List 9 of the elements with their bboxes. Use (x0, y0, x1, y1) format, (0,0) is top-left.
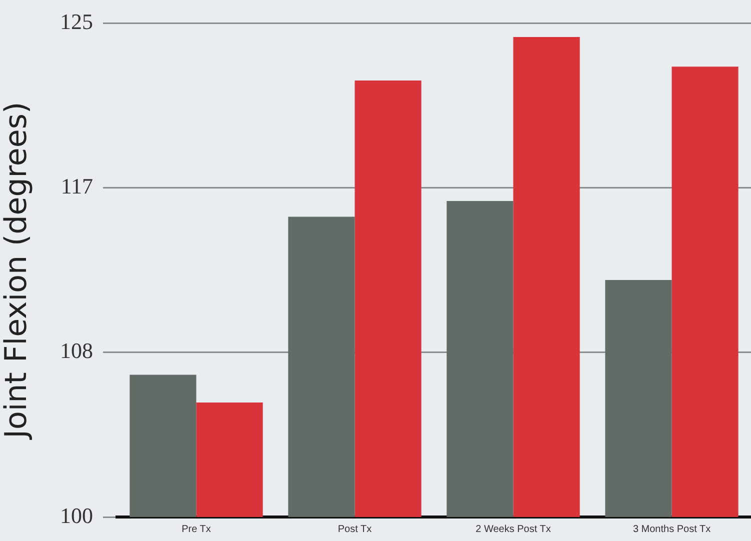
y-tick-label: 117 (60, 174, 93, 199)
x-tick-label: Post Tx (338, 524, 372, 535)
y-axis-title: Joint Flexion (degrees) (0, 102, 34, 440)
x-tick-label: Pre Tx (182, 524, 211, 535)
y-tick-label: 108 (60, 338, 93, 364)
x-tick-label: 3 Months Post Tx (632, 524, 711, 535)
y-tick-label: 125 (60, 8, 93, 34)
x-tick-label: 2 Weeks Post Tx (476, 524, 551, 535)
y-tick-label: 100 (60, 502, 93, 528)
